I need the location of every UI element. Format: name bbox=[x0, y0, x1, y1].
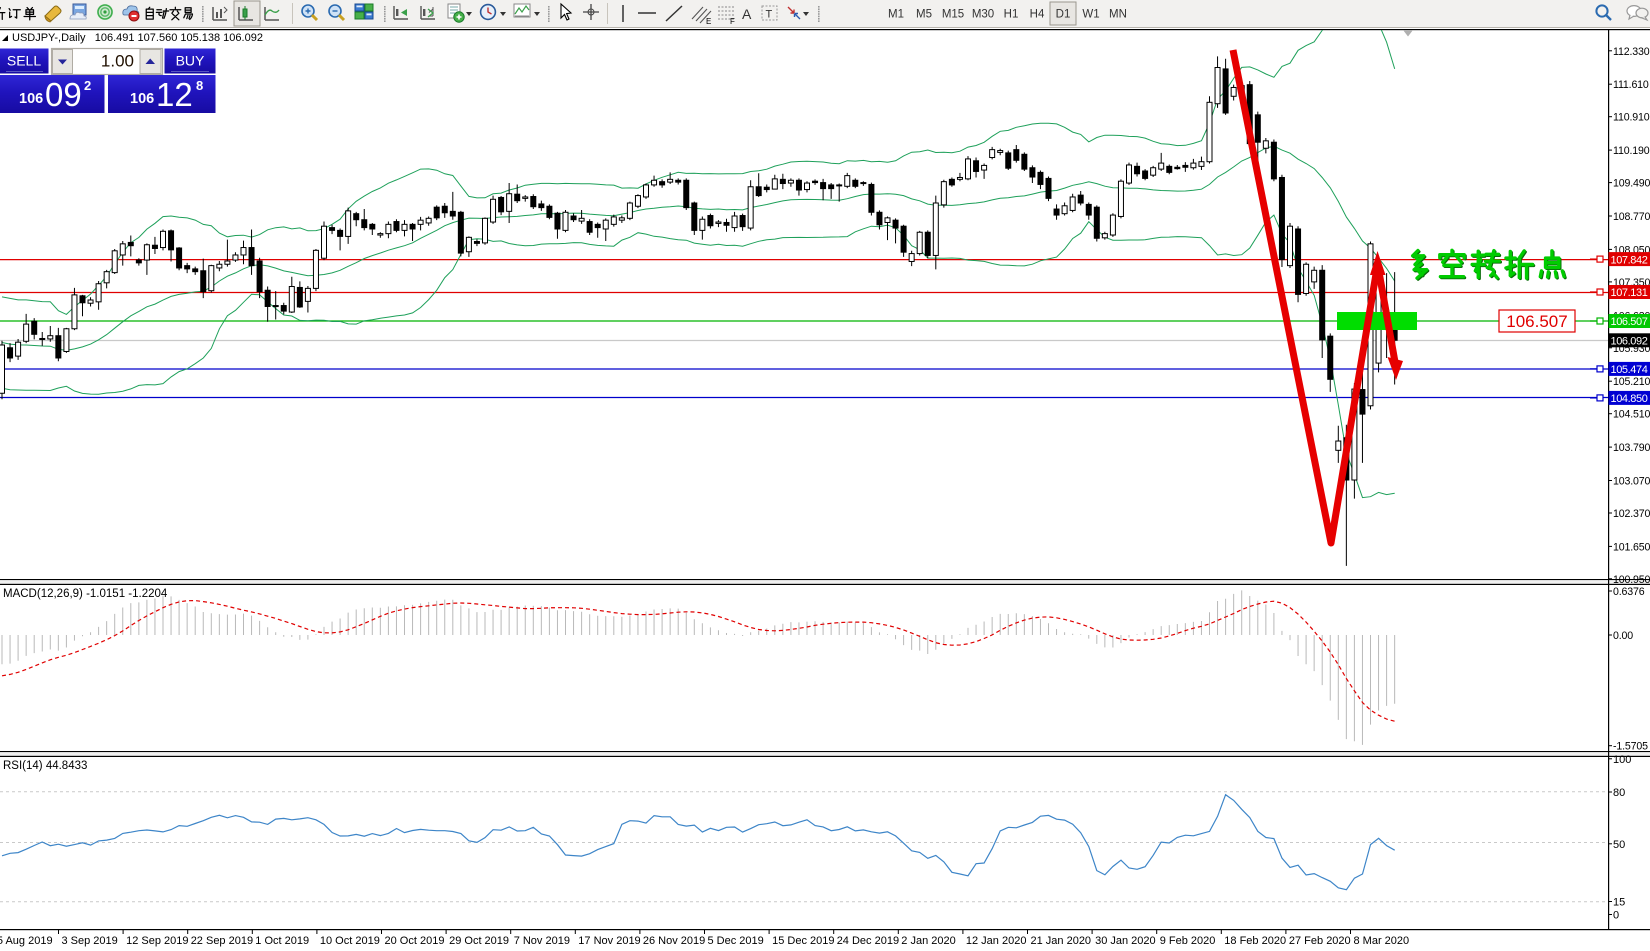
svg-text:112.330: 112.330 bbox=[1613, 46, 1650, 58]
svg-text:09: 09 bbox=[45, 76, 82, 113]
svg-text:H1: H1 bbox=[1004, 9, 1019, 21]
svg-text:USDJPY-,Daily 106.491 107.56: USDJPY-,Daily 106.491 107.560 105.138 10… bbox=[12, 32, 263, 44]
svg-text:101.650: 101.650 bbox=[1613, 541, 1650, 553]
svg-text:103.070: 103.070 bbox=[1613, 476, 1650, 488]
svg-text:102.370: 102.370 bbox=[1613, 508, 1650, 520]
svg-text:7 Nov 2019: 7 Nov 2019 bbox=[514, 935, 570, 947]
svg-text:BUY: BUY bbox=[176, 53, 205, 69]
svg-text:30 Jan 2020: 30 Jan 2020 bbox=[1095, 935, 1156, 947]
svg-text:27 Feb 2020: 27 Feb 2020 bbox=[1289, 935, 1351, 947]
svg-text:0.00: 0.00 bbox=[1613, 630, 1633, 642]
svg-text:H4: H4 bbox=[1030, 9, 1045, 21]
svg-text:-1.5705: -1.5705 bbox=[1613, 741, 1648, 753]
svg-text:0.6376: 0.6376 bbox=[1613, 586, 1645, 598]
svg-text:F: F bbox=[730, 17, 735, 26]
svg-text:MN: MN bbox=[1109, 9, 1127, 21]
svg-text:103.790: 103.790 bbox=[1613, 442, 1650, 454]
svg-text:108.770: 108.770 bbox=[1613, 211, 1650, 223]
svg-text:1.00: 1.00 bbox=[101, 52, 134, 71]
svg-text:1 Oct 2019: 1 Oct 2019 bbox=[255, 935, 309, 947]
svg-text:12: 12 bbox=[156, 76, 193, 113]
svg-text:105.210: 105.210 bbox=[1613, 376, 1650, 388]
svg-text:8 Mar 2020: 8 Mar 2020 bbox=[1354, 935, 1410, 947]
svg-text:104.510: 104.510 bbox=[1613, 409, 1650, 421]
svg-text:17 Nov 2019: 17 Nov 2019 bbox=[578, 935, 640, 947]
svg-text:106: 106 bbox=[19, 91, 43, 107]
svg-text:MACD(12,26,9) -1.0151 -1.2204: MACD(12,26,9) -1.0151 -1.2204 bbox=[3, 588, 168, 600]
svg-text:RSI(14) 44.8433: RSI(14) 44.8433 bbox=[3, 760, 87, 772]
svg-text:D1: D1 bbox=[1056, 9, 1071, 21]
svg-text:15: 15 bbox=[1613, 897, 1625, 909]
svg-text:W1: W1 bbox=[1082, 9, 1099, 21]
svg-text:20 Oct 2019: 20 Oct 2019 bbox=[385, 935, 445, 947]
svg-text:SELL: SELL bbox=[7, 53, 41, 69]
svg-text:106.092: 106.092 bbox=[1611, 336, 1648, 348]
svg-text:106.507: 106.507 bbox=[1506, 312, 1567, 331]
svg-text:0: 0 bbox=[1613, 910, 1619, 922]
svg-text:110.190: 110.190 bbox=[1613, 145, 1650, 157]
svg-text:2 Jan 2020: 2 Jan 2020 bbox=[901, 935, 955, 947]
svg-text:110.910: 110.910 bbox=[1613, 112, 1650, 124]
svg-text:3 Sep 2019: 3 Sep 2019 bbox=[62, 935, 118, 947]
svg-text:A: A bbox=[742, 6, 752, 22]
svg-text:107.842: 107.842 bbox=[1611, 254, 1648, 266]
svg-text:24 Dec 2019: 24 Dec 2019 bbox=[837, 935, 899, 947]
svg-text:M30: M30 bbox=[972, 9, 994, 21]
svg-text:8: 8 bbox=[196, 78, 203, 93]
svg-text:106: 106 bbox=[130, 91, 154, 107]
svg-text:12 Jan 2020: 12 Jan 2020 bbox=[966, 935, 1027, 947]
svg-text:26 Nov 2019: 26 Nov 2019 bbox=[643, 935, 705, 947]
svg-text:M1: M1 bbox=[888, 9, 904, 21]
svg-text:2: 2 bbox=[84, 78, 91, 93]
svg-text:9 Feb 2020: 9 Feb 2020 bbox=[1160, 935, 1216, 947]
svg-text:18 Feb 2020: 18 Feb 2020 bbox=[1224, 935, 1286, 947]
svg-text:15 Dec 2019: 15 Dec 2019 bbox=[772, 935, 834, 947]
svg-text:100.950: 100.950 bbox=[1613, 574, 1650, 586]
svg-text:105.474: 105.474 bbox=[1611, 364, 1648, 376]
svg-text:T: T bbox=[766, 9, 773, 21]
svg-text:50: 50 bbox=[1613, 839, 1625, 851]
svg-text:104.850: 104.850 bbox=[1611, 393, 1648, 405]
svg-text:12 Sep 2019: 12 Sep 2019 bbox=[126, 935, 188, 947]
svg-text:109.490: 109.490 bbox=[1613, 178, 1650, 190]
svg-text:106.507: 106.507 bbox=[1611, 316, 1648, 328]
svg-text:M5: M5 bbox=[916, 9, 932, 21]
svg-text:10 Oct 2019: 10 Oct 2019 bbox=[320, 935, 380, 947]
svg-text:29 Oct 2019: 29 Oct 2019 bbox=[449, 935, 509, 947]
svg-text:22 Sep 2019: 22 Sep 2019 bbox=[191, 935, 253, 947]
svg-text:21 Jan 2020: 21 Jan 2020 bbox=[1031, 935, 1092, 947]
svg-text:107.131: 107.131 bbox=[1611, 287, 1648, 299]
svg-text:111.610: 111.610 bbox=[1613, 79, 1649, 91]
svg-text:M15: M15 bbox=[942, 9, 964, 21]
svg-text:100: 100 bbox=[1613, 754, 1631, 766]
svg-text:5 Aug 2019: 5 Aug 2019 bbox=[0, 935, 53, 947]
svg-text:E: E bbox=[706, 17, 711, 26]
svg-text:80: 80 bbox=[1613, 787, 1625, 799]
svg-text:5 Dec 2019: 5 Dec 2019 bbox=[708, 935, 764, 947]
